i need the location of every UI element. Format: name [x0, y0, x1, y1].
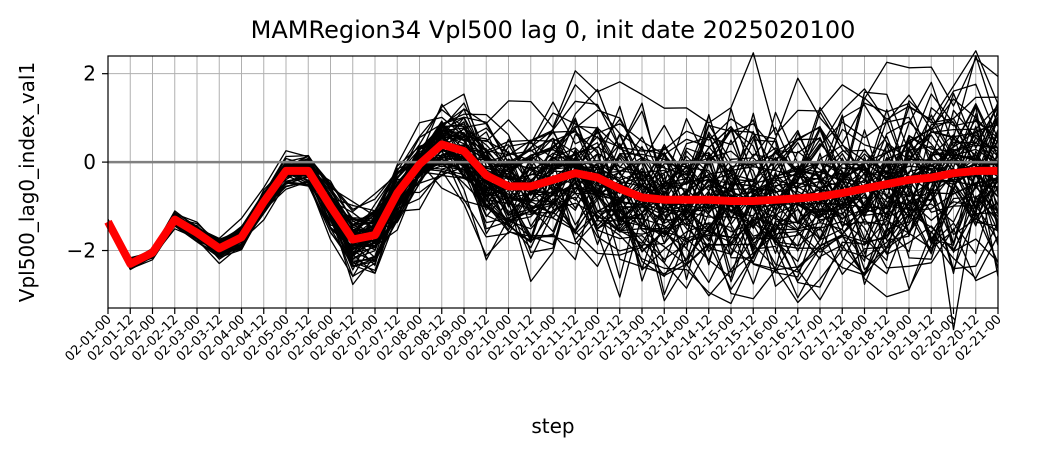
y-axis-ticks: −2 0 2: [67, 62, 108, 263]
y-tick-label: −2: [67, 239, 96, 263]
y-tick-label: 0: [83, 150, 96, 174]
ensemble-mean: [104, 140, 998, 268]
ensemble-mean-line: [104, 140, 998, 268]
x-axis-ticks: 02-01-0002-01-1202-02-0002-02-1202-03-00…: [62, 308, 1005, 365]
chart-title: MAMRegion34 Vpl500 lag 0, init date 2025…: [251, 16, 856, 44]
y-axis-label: Vpl500_lag0_index_val1: [15, 62, 39, 302]
x-axis-label: step: [531, 414, 574, 438]
ensemble-member-line: [107, 52, 999, 260]
y-tick-label: 2: [83, 62, 96, 86]
